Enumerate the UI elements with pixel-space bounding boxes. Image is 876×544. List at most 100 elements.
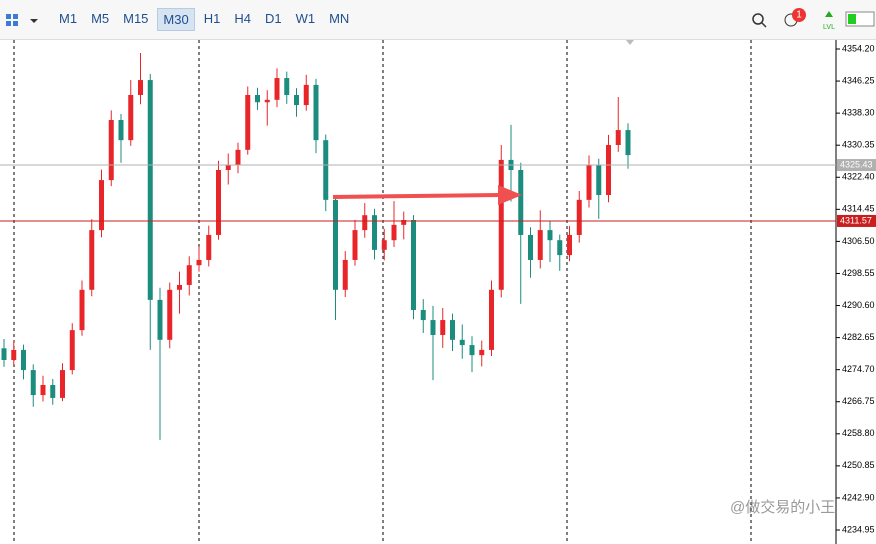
candle-body [177, 284, 182, 290]
candle-body [30, 370, 36, 396]
candle-body [79, 289, 85, 331]
candle-body [50, 384, 56, 398]
timeframe-button[interactable]: H4 [234, 11, 251, 26]
period-separators [13, 40, 752, 544]
candle-body [606, 144, 611, 196]
candle-body [479, 349, 485, 356]
candle-body [469, 345, 475, 356]
candle-body [69, 330, 75, 371]
bid-line-tag [837, 159, 876, 172]
candle-body [323, 140, 329, 200]
y-tick-label: 4234.95 [842, 524, 875, 534]
timeframe-button[interactable]: M5 [91, 11, 110, 26]
candle-body [333, 199, 338, 290]
timeframe-button[interactable]: MN [329, 11, 350, 26]
y-tick-label: 4242.90 [842, 492, 875, 502]
candle-body [440, 320, 446, 335]
candle-body [196, 259, 202, 266]
candle-body [235, 149, 241, 166]
candle-body [108, 119, 114, 181]
candle-body [264, 99, 270, 103]
timeframe-button[interactable]: W1 [295, 11, 316, 26]
candles [1, 53, 631, 440]
candle-body [21, 349, 26, 371]
y-tick-label: 4250.85 [842, 460, 875, 470]
y-tick-label: 4322.40 [842, 172, 875, 182]
candle-body [352, 230, 358, 260]
timeframes: M1 M5 M15 M30 H1 H4 D1 W1 MN [52, 8, 356, 31]
candle-body [567, 234, 572, 256]
candle-body [362, 215, 368, 231]
y-tick-label: 4346.25 [842, 75, 875, 85]
watermark: @做交易的小王 [730, 498, 835, 516]
candle-body [294, 94, 299, 106]
y-tick-label: 4258.80 [842, 428, 875, 438]
level-line-label: 4311.57 [840, 215, 872, 225]
candle-body [60, 370, 65, 398]
candle-body [381, 240, 387, 250]
candle-body [303, 84, 309, 106]
timeframe-button[interactable]: D1 [264, 11, 282, 26]
y-tick-label: 4298.55 [842, 268, 875, 278]
timeframe-button[interactable]: M1 [59, 11, 78, 26]
candle-body [255, 94, 260, 103]
candle-body [459, 339, 465, 346]
candle-body [391, 224, 397, 241]
candle-body [245, 94, 251, 150]
candle-body [128, 94, 134, 141]
y-tick-label: 4354.20 [842, 43, 875, 53]
y-tick-label: 4290.60 [842, 300, 875, 310]
candle-body [11, 349, 17, 360]
level-line-tag [837, 214, 876, 227]
candle-body [138, 80, 143, 95]
candle-body [547, 230, 553, 241]
candle-body [225, 165, 231, 171]
y-tick-label: 4330.35 [842, 140, 875, 150]
timeframe-button[interactable]: H1 [203, 11, 221, 26]
candle-body [537, 230, 543, 260]
candle-body [625, 130, 631, 156]
candle-body [206, 234, 212, 260]
timeframe-button[interactable]: M30 [157, 8, 195, 31]
price-axis [836, 40, 876, 544]
candle-body [411, 220, 416, 310]
candle-body [313, 84, 319, 141]
candle-body [518, 170, 524, 235]
timeframe-button[interactable]: M15 [123, 11, 149, 26]
candle-body [186, 265, 192, 285]
bid-line-label: 4325.43 [840, 159, 873, 169]
candle-body [284, 78, 290, 95]
candle-body [489, 289, 494, 350]
layout-menu[interactable] [0, 8, 40, 32]
candle-body [615, 130, 621, 145]
candle-body [576, 199, 582, 235]
y-tick-label: 4314.45 [842, 204, 875, 214]
shift-marker [626, 40, 634, 45]
candle-body [557, 240, 563, 256]
candle-body [40, 384, 46, 396]
candle-body [430, 320, 436, 335]
candle-body [157, 299, 163, 340]
candle-body [89, 230, 95, 290]
chart: @做交易的小王 4354.20 4346.25 4338.30 4330.35 4322… [0, 40, 876, 544]
candle-body [167, 289, 173, 340]
candle-body [372, 215, 377, 250]
candle-body [1, 348, 7, 360]
candle-body [498, 159, 504, 290]
candle-body [420, 309, 426, 321]
y-tick-label: 4282.65 [842, 332, 875, 342]
toolbar: M1 M5 M15 M30 H1 H4 D1 W1 MN 1 LVL [0, 0, 876, 40]
level-label: LVL [823, 23, 835, 30]
candle-body [118, 119, 124, 141]
candle-body [274, 78, 280, 100]
candle-body [528, 234, 533, 260]
candle-body [216, 170, 221, 235]
candle-body [401, 220, 407, 225]
notification-badge: 1 [796, 9, 802, 20]
candle-body [596, 165, 602, 196]
candle-body [99, 180, 104, 231]
y-tick-label: 4266.75 [842, 396, 875, 406]
y-tick-label: 4274.70 [842, 364, 875, 374]
candle-body [450, 320, 455, 340]
